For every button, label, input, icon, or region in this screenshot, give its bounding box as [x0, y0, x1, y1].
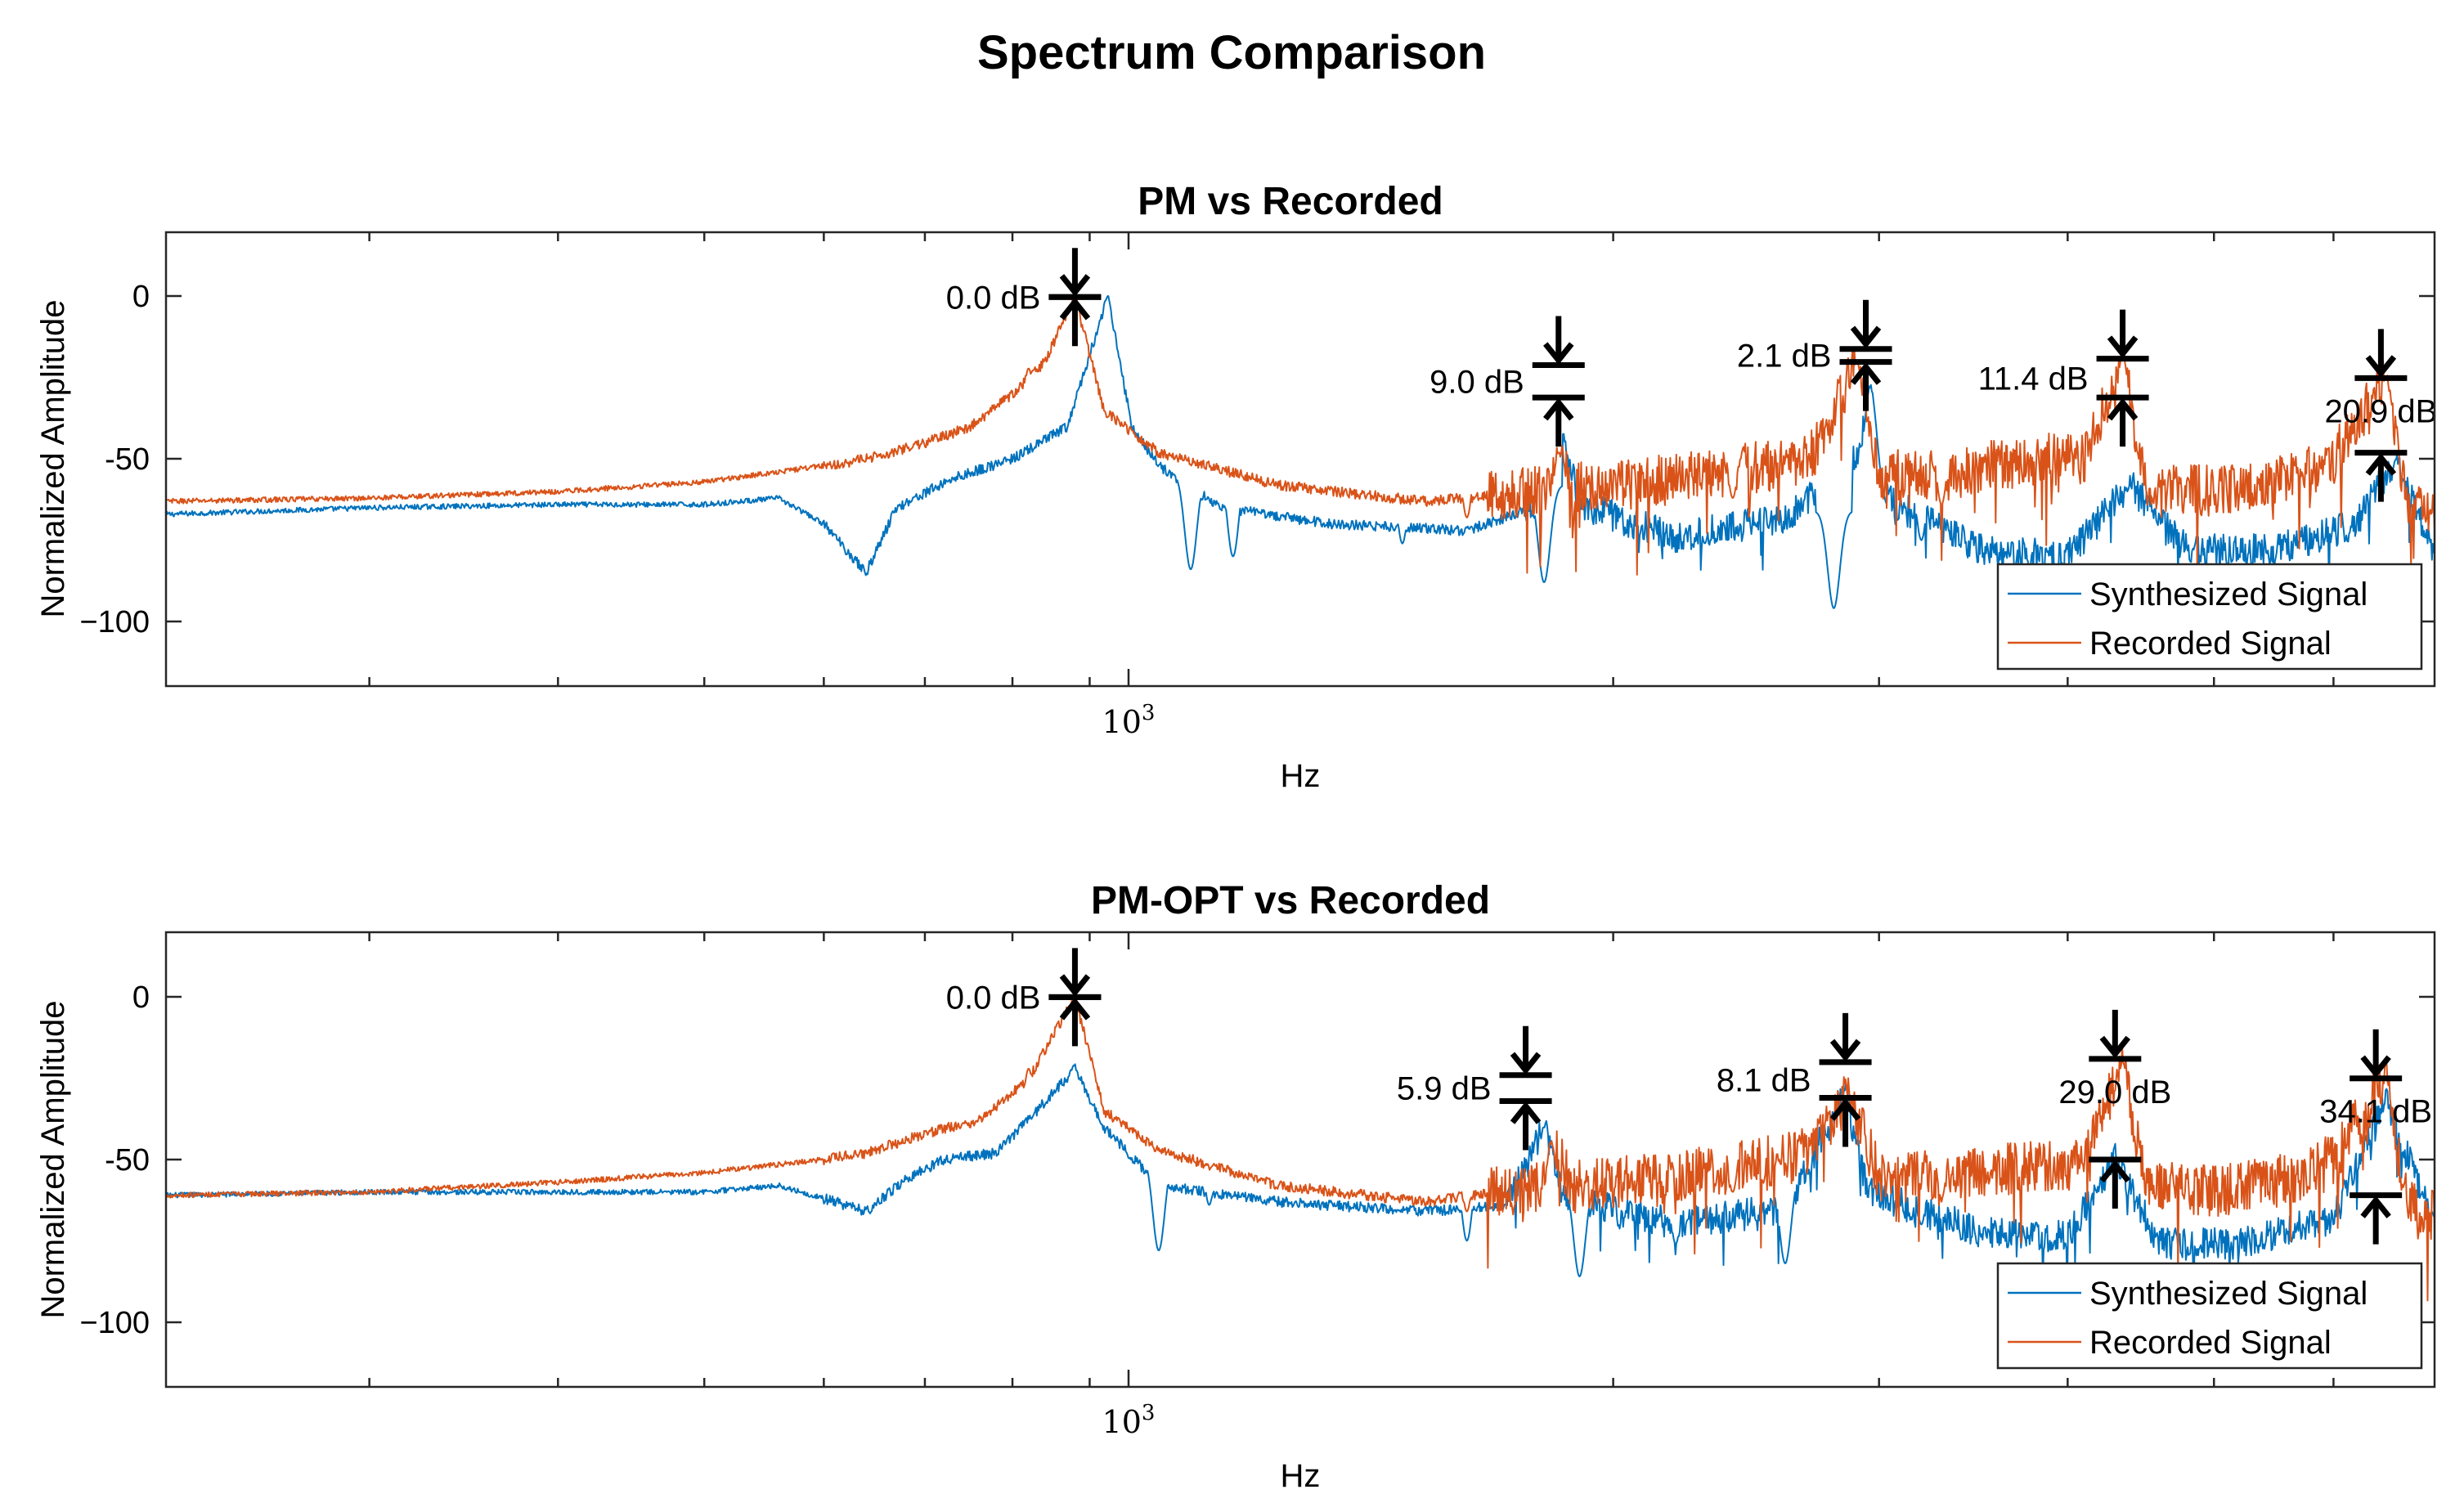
annotation-arrowhead-up [2099, 1160, 2131, 1183]
x-axis-label: Hz [1281, 1458, 1321, 1494]
db-annotation: 2.1 dB [1737, 299, 1892, 411]
legend-label: Recorded Signal [2089, 626, 2332, 662]
series-line-recorded [166, 993, 2435, 1302]
annotation-label: 5.9 dB [1397, 1071, 1492, 1107]
db-annotation: 34.1 dB [2319, 1029, 2432, 1245]
y-tick-label: -50 [105, 442, 150, 477]
y-tick-minus100: −100 [79, 605, 2435, 639]
annotation-arrowhead-up [2365, 452, 2397, 476]
legend: Synthesized Signal Recorded Signal [1996, 563, 2423, 671]
annotation-label: 9.0 dB [1429, 364, 1524, 400]
annotation-label: 34.1 dB [2319, 1094, 2432, 1130]
y-tick-label: 0 [132, 980, 150, 1015]
chart-title: PM vs Recorded [1138, 180, 1443, 223]
annotation-arrowhead-down [2107, 335, 2139, 359]
annotation-label: 29.0 dB [2058, 1075, 2171, 1110]
chart-panel-2: PM-OPT vs Recorded 0.0 dB 5.9 dB 8.1 dB 29.… [35, 879, 2436, 1494]
legend-entry-synthesized: Synthesized Signal [2008, 577, 2368, 612]
legend-entry-recorded: Recorded Signal [2008, 1325, 2332, 1361]
annotation-arrowhead-down [1850, 325, 1882, 349]
y-tick-0: 0 [132, 280, 2435, 314]
chart-panel-1: PM vs Recorded 0.0 dB 9.0 dB 2.1 dB 11.4 dB… [35, 180, 2437, 794]
annotation-arrowhead-up [1059, 997, 1091, 1021]
chart-title: PM-OPT vs Recorded [1091, 879, 1490, 922]
annotation-arrowhead-down [1829, 1039, 1861, 1062]
annotation-label: 0.0 dB [946, 280, 1041, 316]
annotation-label: 11.4 dB [1978, 361, 2089, 397]
y-tick-minus50: -50 [105, 442, 2435, 477]
y-tick-label: −100 [79, 1306, 150, 1340]
db-annotation: 0.0 dB [946, 948, 1102, 1047]
db-annotation: 9.0 dB [1429, 316, 1585, 447]
annotation-label: 0.0 dB [946, 980, 1041, 1016]
annotation-arrowhead-up [1059, 297, 1091, 321]
annotation-arrowhead-up [2360, 1196, 2391, 1218]
series-line-synthesized [166, 1063, 2435, 1290]
legend-box [1996, 563, 2423, 671]
legend-label: Synthesized Signal [2089, 577, 2368, 612]
annotation-arrowhead-up [2107, 397, 2139, 421]
annotation-label: 2.1 dB [1737, 339, 1832, 375]
db-annotation: 29.0 dB [2058, 1009, 2171, 1209]
figure-title: Spectrum Comparison [977, 26, 1486, 79]
series-line-recorded [166, 295, 2435, 576]
legend-label: Synthesized Signal [2089, 1276, 2368, 1312]
x-tick-1000: 103 [1102, 932, 1156, 1440]
annotation-arrowhead-down [2365, 355, 2397, 378]
y-tick-0: 0 [132, 980, 2435, 1015]
y-tick-label: 0 [132, 280, 150, 314]
annotation-arrowhead-up [1510, 1101, 1542, 1124]
y-tick-minus100: −100 [79, 1306, 2435, 1340]
db-annotation: 20.9 dB [2324, 329, 2437, 502]
annotation-label: 20.9 dB [2324, 393, 2437, 429]
x-axis-label: Hz [1281, 758, 1321, 794]
y-tick-label: −100 [79, 605, 150, 639]
legend-entry-recorded: Recorded Signal [2008, 626, 2332, 662]
annotation-arrowhead-up [1850, 361, 1882, 385]
legend: Synthesized Signal Recorded Signal [1996, 1262, 2423, 1370]
y-tick-label: -50 [105, 1143, 150, 1178]
annotation-arrowhead-down [2099, 1035, 2131, 1059]
y-axis-label: Normalized Amplitude [35, 299, 71, 617]
x-tick-label: 103 [1102, 1401, 1156, 1440]
legend-label: Recorded Signal [2089, 1325, 2332, 1361]
db-annotation: 0.0 dB [946, 248, 1102, 347]
x-tick-1000: 103 [1102, 232, 1156, 740]
annotation-arrowhead-up [1829, 1097, 1861, 1121]
y-tick-minus50: -50 [105, 1143, 2435, 1178]
y-axis-label: Normalized Amplitude [35, 1000, 71, 1318]
db-annotation: 11.4 dB [1978, 309, 2149, 447]
annotation-arrowhead-down [1543, 342, 1574, 366]
x-tick-label: 103 [1102, 701, 1156, 740]
legend-box [1996, 1262, 2423, 1370]
db-annotation: 5.9 dB [1397, 1025, 1552, 1151]
db-annotation: 8.1 dB [1717, 1012, 1872, 1147]
annotation-arrowhead-down [1059, 274, 1091, 297]
annotation-arrowhead-down [1059, 974, 1091, 998]
legend-entry-synthesized: Synthesized Signal [2008, 1276, 2368, 1312]
annotation-arrowhead-up [1543, 397, 1574, 421]
annotation-label: 8.1 dB [1717, 1063, 1811, 1099]
annotation-arrowhead-down [1510, 1052, 1542, 1075]
annotation-arrowhead-down [2360, 1055, 2391, 1079]
